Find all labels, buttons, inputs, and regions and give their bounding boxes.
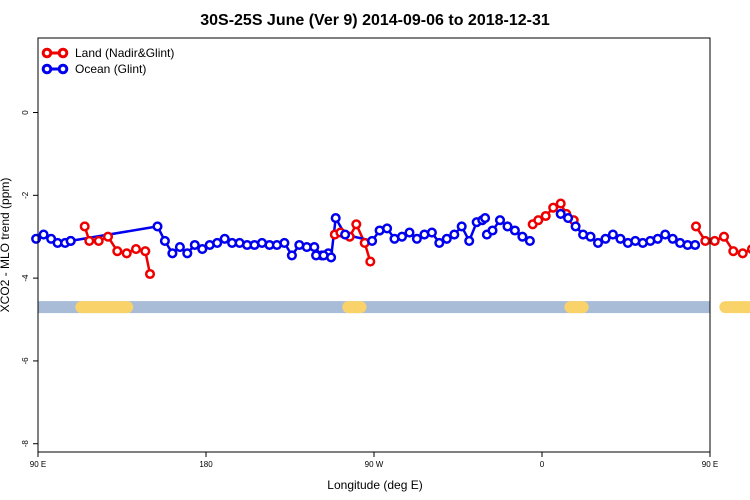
data-point-ocean (600, 233, 611, 244)
data-point-ocean (65, 235, 76, 246)
data-point-land (140, 246, 151, 257)
data-point-ocean (382, 223, 393, 234)
data-point-land (93, 235, 104, 246)
data-point-ocean (502, 221, 513, 232)
data-point-ocean (279, 237, 290, 248)
data-point-land (548, 202, 559, 213)
data-point-ocean (494, 215, 506, 226)
data-point-land (737, 248, 748, 259)
data-point-land (540, 210, 551, 222)
data-point-land (130, 244, 142, 255)
data-point-ocean (487, 225, 498, 236)
x-tick-label: 0 (540, 460, 545, 469)
legend-entry-land: Land (Nadir&Glint) (41, 46, 174, 60)
data-point-ocean (31, 233, 42, 244)
data-point-ocean (189, 239, 200, 251)
data-point-ocean (367, 235, 378, 246)
data-point-land (690, 221, 702, 232)
data-point-land (84, 235, 95, 246)
chart-title: 30S-25S June (Ver 9) 2014-09-06 to 2018-… (200, 12, 550, 29)
data-point-land (728, 246, 739, 257)
data-point-land (144, 268, 156, 280)
data-point-ocean (585, 231, 596, 242)
data-point-ocean (426, 227, 437, 238)
data-point-ocean (404, 227, 415, 238)
data-point-ocean (340, 229, 351, 240)
data-point-ocean (434, 237, 445, 248)
data-point-ocean (411, 233, 422, 244)
y-tick-label: -2 (21, 191, 30, 199)
data-point-land (555, 198, 566, 209)
data-point-land (365, 256, 376, 267)
data-point-ocean (152, 221, 163, 232)
data-point-land (121, 248, 132, 259)
data-point-ocean (517, 231, 528, 242)
legend-marker-land (41, 47, 53, 59)
data-point-ocean (607, 229, 618, 240)
data-point-land (112, 246, 123, 257)
data-point-ocean (570, 221, 581, 232)
data-point-ocean (563, 213, 574, 224)
y-tick-label: -8 (21, 440, 30, 448)
data-point-land (79, 221, 90, 232)
data-point-ocean (174, 242, 185, 253)
data-point-ocean (38, 229, 49, 240)
data-point-ocean (456, 221, 467, 232)
data-point-land (718, 231, 730, 242)
coverage-band (38, 301, 750, 314)
data-point-ocean (464, 235, 475, 246)
data-point-ocean (219, 233, 230, 244)
land-band-span-0 (75, 301, 134, 314)
data-point-ocean (396, 231, 408, 242)
legend-label-land: Land (Nadir&Glint) (75, 46, 174, 60)
y-tick-label: 0 (21, 110, 30, 115)
x-tick-label: 90 W (365, 460, 384, 469)
x-tick-label: 90 E (702, 460, 718, 469)
legend: Land (Nadir&Glint) Ocean (Glint) (41, 46, 174, 76)
data-point-ocean (326, 252, 337, 263)
data-point-land (709, 235, 720, 246)
data-point-ocean (309, 242, 320, 253)
data-point-ocean (660, 229, 671, 240)
data-point-ocean (182, 248, 193, 259)
data-point-ocean (441, 233, 452, 244)
data-point-land (700, 235, 711, 246)
legend-marker-ocean (41, 63, 53, 75)
land-band-span-1 (342, 301, 367, 314)
data-point-ocean (197, 244, 208, 255)
legend-entry-ocean: Ocean (Glint) (41, 62, 146, 76)
data-point-ocean (667, 233, 678, 244)
data-point-ocean (167, 248, 178, 259)
data-point-ocean (555, 208, 566, 219)
y-axis-label: XCO2 - MLO trend (ppm) (0, 178, 12, 313)
x-axis-label: Longitude (deg E) (327, 478, 422, 492)
data-point-ocean (652, 233, 663, 244)
series-layer (31, 198, 750, 280)
data-point-ocean (212, 237, 223, 248)
ocean-band (38, 301, 710, 314)
data-point-ocean (449, 229, 460, 240)
data-point-land (533, 215, 544, 226)
data-point-ocean (524, 235, 535, 246)
x-tick-label: 180 (199, 460, 213, 469)
data-point-ocean (592, 237, 604, 248)
y-tick-label: -6 (21, 357, 30, 365)
data-point-ocean (480, 213, 491, 224)
data-point-ocean (509, 225, 520, 236)
y-tick-label: -4 (21, 274, 30, 282)
data-point-land (351, 219, 362, 230)
axes: 90 E 180 90 W 0 90 E 0 -2 -4 -6 -8 (21, 37, 718, 469)
data-point-ocean (615, 233, 626, 244)
legend-label-ocean: Ocean (Glint) (75, 62, 146, 76)
data-point-land (102, 231, 114, 242)
data-point-ocean (286, 250, 297, 261)
data-point-ocean (330, 213, 341, 224)
data-point-ocean (159, 235, 170, 246)
data-point-ocean (690, 239, 701, 251)
land-band-span-3 (719, 301, 750, 314)
x-tick-label: 90 E (30, 460, 46, 469)
land-band-span-2 (564, 301, 589, 314)
